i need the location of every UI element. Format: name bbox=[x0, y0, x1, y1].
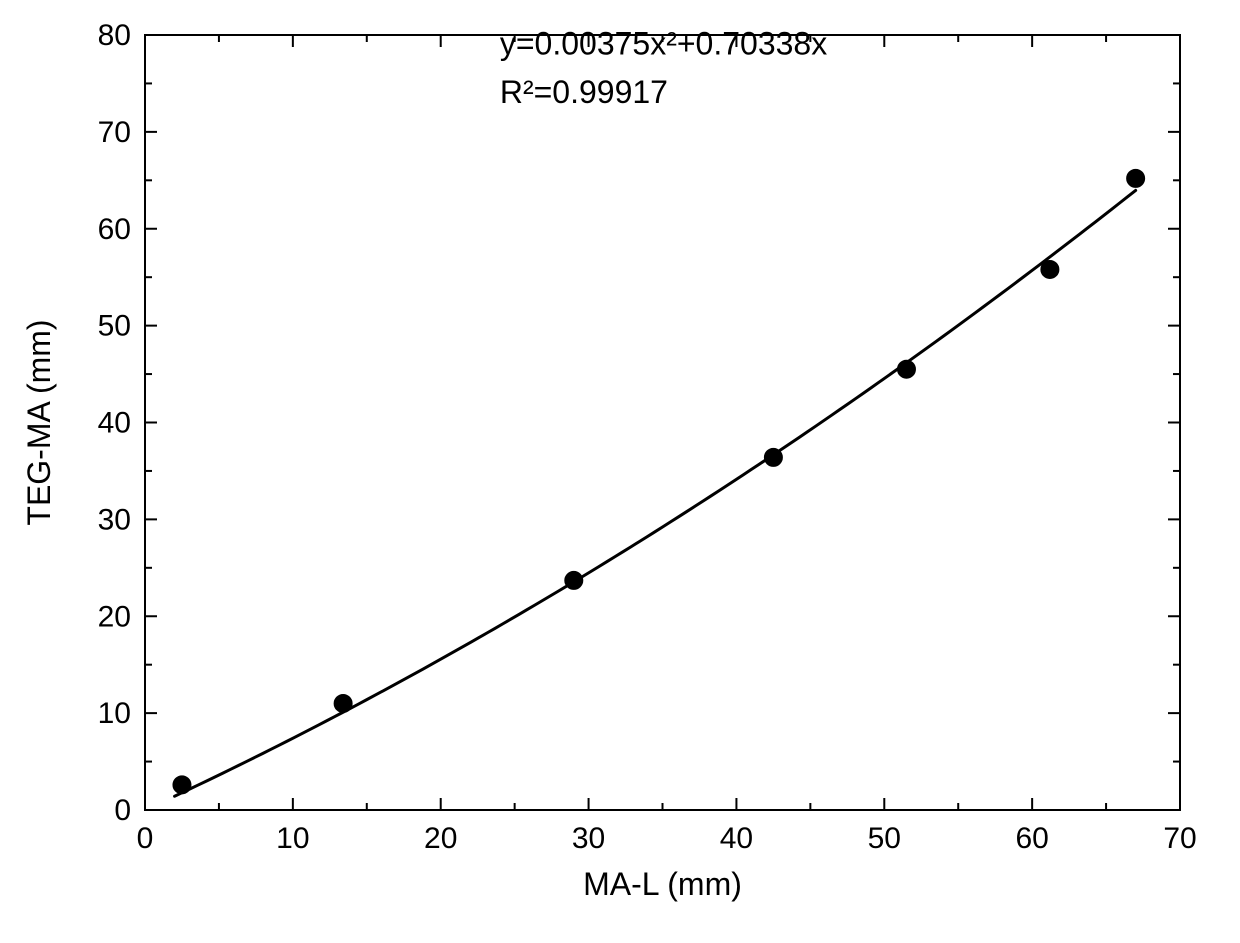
x-axis-label: MA-L (mm) bbox=[583, 866, 742, 902]
svg-text:0: 0 bbox=[114, 794, 131, 827]
svg-text:0: 0 bbox=[137, 822, 154, 855]
svg-text:20: 20 bbox=[98, 600, 131, 633]
y-axis-label: TEG-MA (mm) bbox=[21, 319, 57, 525]
fit-curve bbox=[175, 190, 1136, 796]
axes-frame bbox=[145, 35, 1180, 810]
svg-text:70: 70 bbox=[98, 116, 131, 149]
svg-text:80: 80 bbox=[98, 19, 131, 52]
data-point bbox=[897, 360, 915, 378]
data-point bbox=[565, 571, 583, 589]
data-point bbox=[334, 694, 352, 712]
data-point bbox=[173, 776, 191, 794]
equation-annotation: y=0.00375x²+0.70338x R²=0.99917 bbox=[500, 25, 827, 109]
svg-text:10: 10 bbox=[98, 697, 131, 730]
svg-text:30: 30 bbox=[572, 822, 605, 855]
svg-text:20: 20 bbox=[424, 822, 457, 855]
svg-text:10: 10 bbox=[276, 822, 309, 855]
svg-text:60: 60 bbox=[98, 213, 131, 246]
y-ticks: 0 10 20 30 40 50 60 70 80 bbox=[98, 19, 1180, 827]
svg-text:40: 40 bbox=[720, 822, 753, 855]
data-point bbox=[1041, 260, 1059, 278]
equation-line: R²=0.99917 bbox=[500, 74, 668, 110]
svg-text:30: 30 bbox=[98, 503, 131, 536]
svg-text:60: 60 bbox=[1015, 822, 1048, 855]
svg-text:50: 50 bbox=[868, 822, 901, 855]
svg-text:50: 50 bbox=[98, 310, 131, 343]
data-point bbox=[764, 448, 782, 466]
data-point bbox=[1127, 169, 1145, 187]
x-ticks: 0 10 20 30 40 50 60 70 bbox=[137, 35, 1197, 855]
svg-text:70: 70 bbox=[1163, 822, 1196, 855]
svg-text:40: 40 bbox=[98, 407, 131, 440]
chart: 0 10 20 30 40 50 60 70 0 10 20 30 40 50 60 70 80 y=0.00… bbox=[0, 0, 1240, 943]
data-points bbox=[173, 169, 1145, 793]
equation-line: y=0.00375x²+0.70338x bbox=[500, 25, 827, 61]
